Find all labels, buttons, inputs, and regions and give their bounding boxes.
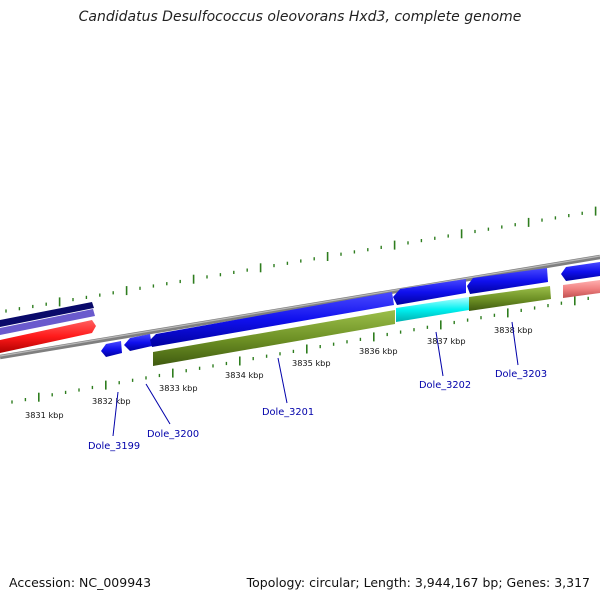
- cds-dark-navy[interactable]: [0, 302, 94, 327]
- genome-backbone-highlight: [0, 255, 600, 357]
- cds-dole-3199[interactable]: [101, 341, 122, 357]
- cds-dole-3202[interactable]: [393, 279, 466, 305]
- cds-dole-3200[interactable]: [124, 334, 152, 351]
- topology-text: Topology: circular; Length: 3,944,167 bp…: [246, 575, 590, 590]
- cds-red[interactable]: [0, 320, 96, 353]
- accession-text: Accession: NC_009943: [9, 575, 152, 590]
- leader-dole-3201: [277, 357, 288, 404]
- cds-slate[interactable]: [0, 309, 95, 335]
- gene-label-dole-3199[interactable]: Dole_3199: [88, 441, 140, 452]
- leader-dole-3203: [511, 321, 519, 366]
- gene-label-dole-3202[interactable]: Dole_3202: [419, 380, 471, 391]
- gene-label-dole-3200[interactable]: Dole_3200: [147, 429, 199, 440]
- leader-dole-3202: [435, 331, 444, 377]
- genome-title: Candidatus Desulfococcus oleovorans Hxd3…: [78, 9, 522, 25]
- cds-cyan[interactable]: [396, 297, 469, 322]
- scale-label: 3836 kbp: [359, 346, 398, 356]
- gene-label-dole-3203[interactable]: Dole_3203: [495, 369, 547, 380]
- gene-label-leaders: [112, 321, 519, 437]
- cds-olive-2[interactable]: [469, 286, 551, 311]
- gene-label-dole-3201[interactable]: Dole_3201: [262, 407, 314, 418]
- leader-dole-3199: [112, 391, 119, 437]
- cds-right-blue[interactable]: [561, 262, 600, 281]
- scale-label: 3832 kbp: [92, 396, 131, 406]
- upper-tick-track: [5, 206, 597, 313]
- scale-label: 3834 kbp: [225, 370, 264, 380]
- scale-label: 3831 kbp: [25, 410, 64, 420]
- cds-right-pink[interactable]: [563, 280, 600, 298]
- scale-label: 3835 kbp: [292, 358, 331, 368]
- genome-backbone: [0, 254, 600, 360]
- cds-dole-3201[interactable]: [150, 292, 394, 347]
- cds-dole-3203[interactable]: [467, 268, 548, 294]
- leader-dole-3200: [145, 383, 171, 425]
- cds-olive-1[interactable]: [153, 310, 395, 366]
- gene-labels: Dole_3199 Dole_3200 Dole_3201 Dole_3202 …: [88, 369, 547, 452]
- lower-tick-track: [11, 296, 589, 404]
- scale-label: 3833 kbp: [159, 383, 198, 393]
- scale-label: 3837 kbp: [427, 336, 466, 346]
